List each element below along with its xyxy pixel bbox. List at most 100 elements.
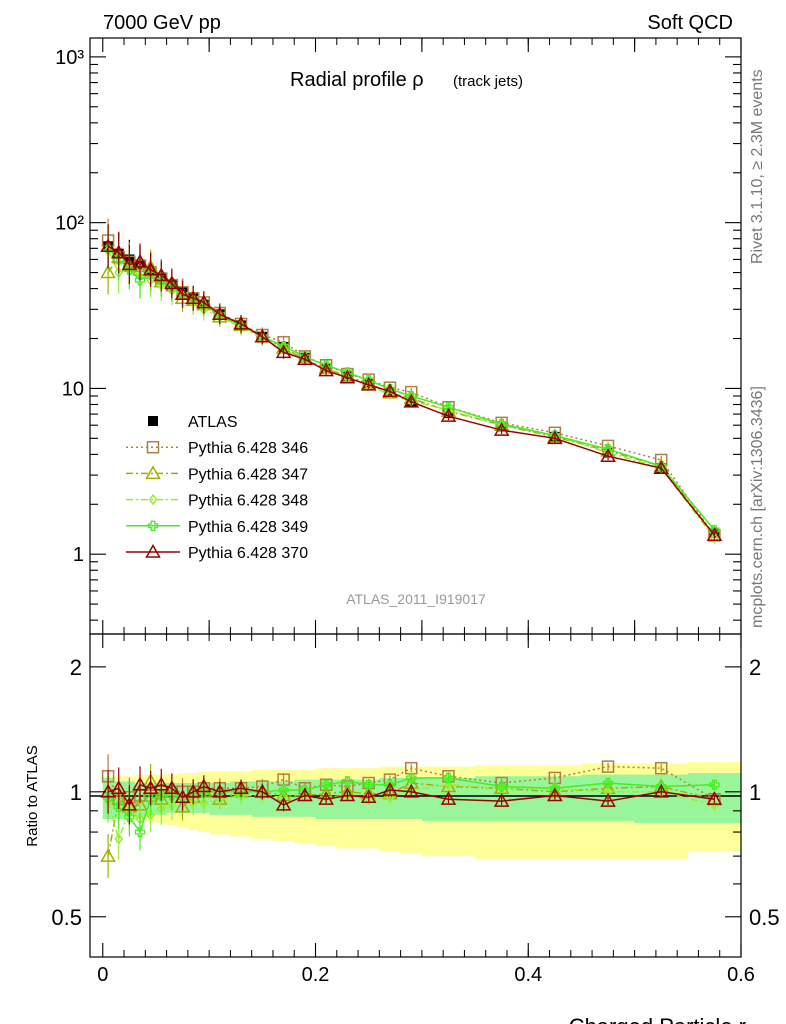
- ratio-point: [385, 791, 395, 804]
- main-point: [318, 362, 334, 377]
- main-point: [121, 256, 138, 271]
- main-point: [320, 360, 332, 371]
- ratio-point: [233, 780, 249, 795]
- main-point: [440, 408, 457, 422]
- main-point: [709, 524, 720, 536]
- legend-entry: Pythia 6.428 370: [126, 543, 308, 562]
- ratio-point: [114, 833, 124, 845]
- ratio-axes: 0.5 0.5 1 1 2 2 0 0.2 0.4 0.6: [51, 633, 780, 986]
- ratio-panel: 0.5 0.5 1 1 2 2 0 0.2 0.4 0.6 Ratio to ATLAS Char…: [24, 633, 780, 1024]
- main-point: [100, 238, 116, 253]
- main-point: [360, 376, 377, 391]
- y-tick-label: 1: [73, 544, 84, 566]
- legend-entry: Pythia 6.428 348: [126, 493, 308, 510]
- ratio-point: [318, 791, 334, 805]
- ratio-point: [360, 789, 377, 804]
- legend-label: Pythia 6.428 348: [188, 493, 308, 510]
- x-axis-label: Charged Particle r: [569, 1014, 746, 1024]
- ratio-point: [100, 783, 116, 798]
- main-point: [600, 448, 616, 462]
- ratio-point: [363, 779, 374, 790]
- rivet-version-label: Rivet 3.1.10, ≥ 2.3M events: [749, 69, 766, 264]
- ratio-point: [215, 793, 225, 805]
- analysis-reference: ATLAS_2011_I919017: [346, 591, 486, 607]
- plot-subtitle: (track jets): [453, 73, 523, 90]
- ratio-point: [142, 780, 159, 795]
- y-tick-label: 10: [62, 378, 84, 400]
- ratio-point: [444, 779, 453, 791]
- main-series-line: [107, 256, 715, 536]
- ratio-point: [113, 801, 124, 813]
- main-point: [406, 390, 417, 402]
- ratio-y-tick-label-right: 1: [749, 780, 761, 805]
- process-label: Soft QCD: [647, 12, 733, 34]
- ratio-series-4: [100, 766, 723, 825]
- main-point: [164, 275, 180, 290]
- legend-label: Pythia 6.428 349: [188, 519, 308, 536]
- ratio-series-line: [107, 784, 715, 842]
- legend-label: Pythia 6.428 347: [188, 466, 308, 483]
- legend-label: Pythia 6.428 370: [188, 545, 308, 562]
- main-point: [706, 527, 723, 542]
- main-series-4: [102, 226, 720, 536]
- ratio-y-tick-label: 1: [70, 780, 82, 805]
- main-series-line: [107, 245, 715, 536]
- legend: ATLAS Pythia 6.428 346 Pythia 6.428 347 Pyt…: [126, 414, 308, 562]
- legend-marker: [145, 465, 161, 480]
- main-point: [196, 294, 212, 309]
- main-point: [153, 267, 170, 282]
- ratio-series-line: [107, 777, 715, 834]
- main-point: [496, 418, 507, 430]
- ratio-point: [254, 783, 271, 798]
- ratio-point: [124, 811, 135, 823]
- ratio-y-axis-label: Ratio to ATLAS: [24, 745, 41, 846]
- legend-marker: [147, 520, 159, 531]
- main-point: [132, 253, 148, 268]
- main-point: [342, 367, 353, 378]
- ratio-point: [406, 772, 417, 784]
- legend-marker: [148, 416, 158, 426]
- x-tick-label: 0.6: [727, 964, 755, 986]
- mcplots-reference-label: mcplots.cern.ch [arXiv:1306.3436]: [749, 386, 766, 628]
- x-tick-label: 0.2: [302, 964, 330, 986]
- main-point: [547, 430, 563, 445]
- ratio-point: [654, 761, 668, 775]
- legend-label: Pythia 6.428 346: [188, 440, 308, 457]
- main-point: [254, 328, 271, 343]
- ratio-point: [188, 797, 198, 809]
- ratio-point: [440, 791, 457, 805]
- ratio-point: [653, 783, 670, 798]
- ratio-point: [603, 786, 613, 798]
- legend-entry: Pythia 6.428 347: [126, 465, 308, 483]
- legend-marker: [146, 440, 160, 454]
- ratio-point: [196, 778, 212, 793]
- y-tick-label: 10²: [55, 213, 84, 235]
- ratio-point: [132, 776, 148, 791]
- main-curves: [100, 218, 723, 544]
- main-point: [235, 320, 247, 331]
- y-tick-label: 10³: [55, 47, 84, 69]
- main-point: [185, 290, 201, 304]
- ratio-point: [153, 776, 170, 791]
- main-series-line: [107, 240, 716, 536]
- ratio-point: [493, 793, 510, 807]
- ratio-series-line: [107, 783, 715, 807]
- ratio-point: [656, 781, 667, 792]
- main-series-0: [103, 224, 720, 538]
- ratio-point: [146, 809, 156, 821]
- ratio-point: [443, 772, 454, 784]
- ratio-point: [199, 797, 209, 809]
- ratio-point: [403, 783, 420, 798]
- main-point: [110, 244, 127, 259]
- legend-marker: [148, 493, 158, 506]
- ratio-point: [299, 784, 311, 796]
- ratio-point: [382, 782, 398, 796]
- legend-entry: ATLAS: [148, 414, 238, 431]
- legend-label: ATLAS: [188, 414, 238, 431]
- ratio-point: [100, 848, 116, 862]
- ratio-point: [164, 780, 180, 795]
- ratio-point: [320, 779, 332, 790]
- ratio-point: [600, 793, 616, 807]
- main-point: [174, 286, 191, 300]
- legend-marker: [145, 543, 161, 558]
